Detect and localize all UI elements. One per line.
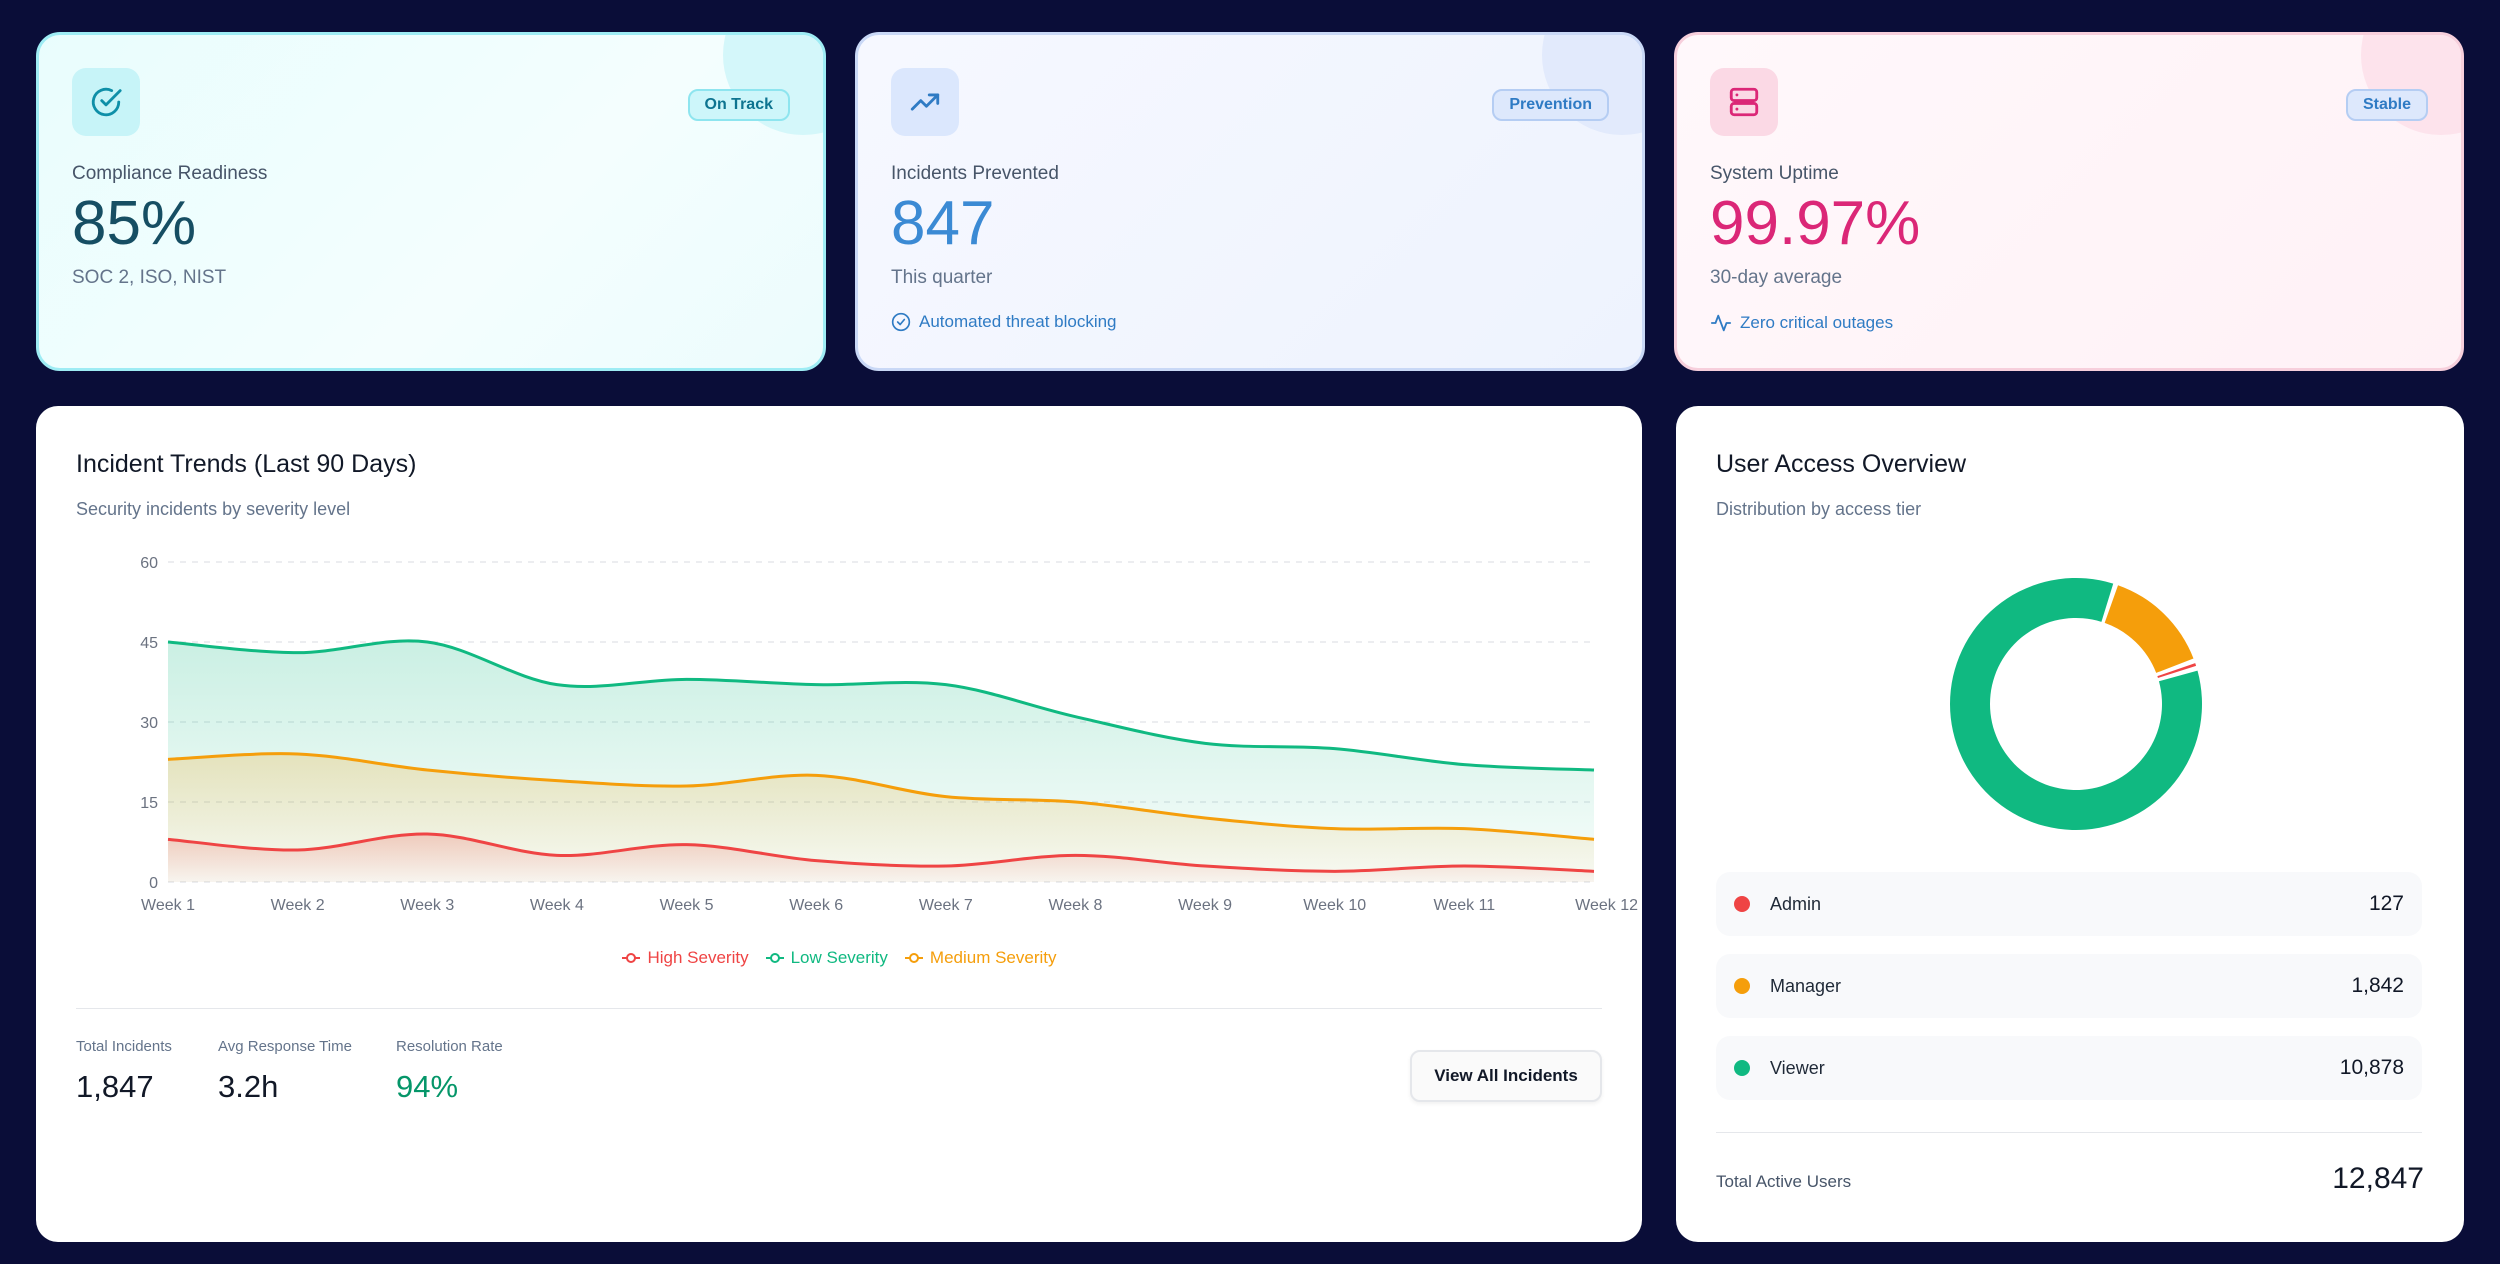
panel-title: Incident Trends (Last 90 Days): [76, 450, 417, 478]
panel-title: User Access Overview: [1716, 450, 1967, 478]
status-badge: Stable: [2345, 89, 2428, 121]
stat-label: Incidents Prevented: [891, 163, 1059, 184]
incident-trend-chart: 0 15 30 45 60 Week 1 Week 2 Week 3 Week 4 Week 5 W…: [140, 555, 1638, 914]
stat-label: System Uptime: [1710, 163, 1839, 184]
kpi-label: Total Incidents: [76, 1038, 172, 1055]
server-icon: [1710, 68, 1778, 136]
activity-icon: [1710, 314, 1732, 332]
donut-slice-viewer[interactable]: [1950, 578, 2202, 830]
kpi-resolution-rate: Resolution Rate 94%: [396, 1038, 503, 1105]
x-tick-label: Week 3: [400, 897, 454, 914]
system-uptime-card: Stable System Uptime 99.97% 30-day avera…: [1674, 32, 2464, 371]
stat-note-text: Zero critical outages: [1740, 313, 1894, 332]
user-access-panel: User Access Overview Distribution by acc…: [1676, 406, 2464, 1242]
series-line-medium-severity: [167, 752, 1595, 841]
access-row-manager: Manager 1,842: [1716, 954, 2422, 1018]
divider: [76, 1008, 1602, 1009]
legend-line-icon: [904, 953, 923, 963]
stat-note: Zero critical outages: [1710, 312, 1893, 334]
legend-label: Medium Severity: [929, 948, 1057, 967]
panel-subtitle: Security incidents by severity level: [76, 499, 351, 519]
y-tick-label: 30: [140, 715, 158, 732]
y-tick-label: 0: [149, 875, 158, 892]
series-line-low-severity: [167, 639, 1595, 772]
kpi-value: 1,847: [76, 1069, 154, 1104]
kpi-value: 3.2h: [218, 1069, 279, 1104]
stat-value: 847: [891, 189, 995, 258]
x-tick-label: Week 12: [1575, 897, 1638, 914]
incidents-prevented-card: Prevention Incidents Prevented 847 This …: [855, 32, 1645, 371]
total-users-value: 12,847: [2332, 1162, 2424, 1195]
access-donut-chart: [1950, 578, 2202, 830]
access-tier-count: 10,878: [2339, 1056, 2404, 1079]
kpi-label: Avg Response Time: [218, 1038, 352, 1055]
series-line-high-severity: [167, 832, 1595, 873]
legend-line-icon: [765, 953, 784, 963]
access-tier-count: 127: [2368, 892, 2404, 915]
stat-subtext: This quarter: [891, 267, 993, 288]
trending-up-icon: [891, 68, 959, 136]
x-tick-label: Week 7: [919, 897, 973, 914]
kpi-label: Resolution Rate: [396, 1038, 503, 1055]
stat-subtext: 30-day average: [1710, 267, 1843, 288]
access-tier-name: Manager: [1770, 975, 1842, 996]
compliance-card: On Track Compliance Readiness 85% SOC 2,…: [36, 32, 826, 371]
x-tick-label: Week 4: [530, 897, 584, 914]
stat-label: Compliance Readiness: [72, 163, 268, 184]
series-area-high-severity: [168, 833, 1594, 882]
legend-dot: [1734, 1060, 1750, 1076]
access-tier-name: Viewer: [1770, 1057, 1825, 1078]
access-row-viewer: Viewer 10,878: [1716, 1036, 2422, 1100]
legend-item[interactable]: High Severity: [621, 948, 749, 968]
legend-dot: [1734, 978, 1750, 994]
x-tick-label: Week 6: [789, 897, 843, 914]
access-tier-name: Admin: [1770, 893, 1822, 914]
check-circle-icon: [72, 68, 140, 136]
stat-subtext: SOC 2, ISO, NIST: [72, 267, 227, 288]
legend-dot: [1734, 896, 1750, 912]
x-tick-label: Week 10: [1303, 897, 1366, 914]
legend-label: High Severity: [647, 948, 749, 967]
legend-label: Low Severity: [790, 948, 888, 967]
stat-note: Automated threat blocking: [891, 312, 1117, 332]
access-row-admin: Admin 127: [1716, 872, 2422, 936]
stat-note-text: Automated threat blocking: [919, 312, 1117, 331]
y-tick-label: 60: [140, 555, 158, 572]
donut-slice-manager[interactable]: [2104, 585, 2194, 673]
kpi-value: 94%: [396, 1069, 459, 1104]
x-tick-label: Week 9: [1178, 897, 1232, 914]
status-badge: On Track: [687, 89, 790, 121]
y-tick-label: 45: [140, 635, 158, 652]
status-badge: Prevention: [1492, 89, 1609, 121]
panel-subtitle: Distribution by access tier: [1716, 499, 1922, 519]
check-circle-small-icon: [891, 312, 911, 332]
y-tick-label: 15: [140, 795, 158, 812]
donut-slice-admin[interactable]: [2157, 663, 2197, 678]
chart-legend: High Severity Low Severity Medium Severity: [36, 948, 1642, 968]
legend-item[interactable]: Medium Severity: [904, 948, 1057, 968]
x-tick-label: Week 8: [1048, 897, 1102, 914]
x-tick-label: Week 11: [1434, 897, 1496, 914]
stat-value: 85%: [72, 189, 197, 258]
kpi-avg-response-time: Avg Response Time 3.2h: [218, 1038, 352, 1105]
stat-value: 99.97%: [1710, 189, 1921, 258]
legend-item[interactable]: Low Severity: [765, 948, 888, 968]
access-tier-count: 1,842: [2351, 974, 2404, 997]
incident-trends-panel: Incident Trends (Last 90 Days) Security …: [36, 406, 1642, 1242]
x-tick-label: Week 1: [141, 897, 195, 914]
x-tick-label: Week 2: [271, 897, 325, 914]
legend-line-icon: [622, 953, 641, 963]
kpi-total-incidents: Total Incidents 1,847: [76, 1038, 172, 1105]
view-all-incidents-button[interactable]: View All Incidents: [1410, 1050, 1602, 1102]
x-tick-label: Week 5: [660, 897, 714, 914]
total-users-label: Total Active Users: [1716, 1172, 1852, 1191]
divider: [1716, 1132, 2422, 1133]
